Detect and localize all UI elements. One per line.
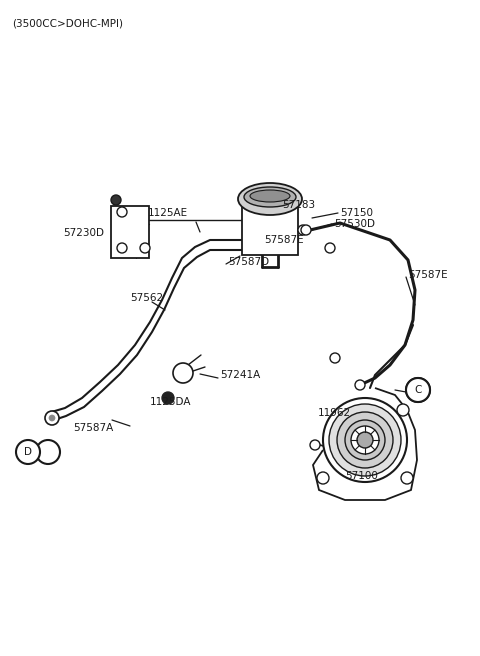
Circle shape [406, 378, 430, 402]
Circle shape [397, 404, 409, 416]
Circle shape [298, 225, 308, 235]
Circle shape [36, 440, 60, 464]
Text: 1125AE: 1125AE [148, 208, 188, 218]
Circle shape [117, 243, 127, 253]
Circle shape [330, 353, 340, 363]
Ellipse shape [238, 183, 302, 215]
Text: 57587D: 57587D [228, 257, 269, 267]
Text: 1125DA: 1125DA [150, 397, 192, 407]
Circle shape [117, 207, 127, 217]
Text: 57562: 57562 [130, 293, 163, 303]
FancyBboxPatch shape [242, 203, 298, 255]
Circle shape [317, 472, 329, 484]
Circle shape [140, 243, 150, 253]
Ellipse shape [244, 187, 296, 207]
Text: 57587E: 57587E [264, 235, 304, 245]
Text: 57587A: 57587A [73, 423, 113, 433]
Text: C: C [414, 385, 422, 395]
Circle shape [310, 440, 320, 450]
Circle shape [325, 243, 335, 253]
Circle shape [351, 426, 379, 454]
Circle shape [329, 404, 401, 476]
Circle shape [345, 420, 385, 460]
Circle shape [401, 472, 413, 484]
Text: 57183: 57183 [282, 200, 315, 210]
Text: 11962: 11962 [318, 408, 351, 418]
Ellipse shape [250, 190, 290, 202]
Text: 57587E: 57587E [408, 270, 448, 280]
Circle shape [49, 415, 55, 421]
Circle shape [323, 398, 407, 482]
Text: 57530D: 57530D [334, 219, 375, 229]
Circle shape [355, 380, 365, 390]
Circle shape [111, 195, 121, 205]
Text: 57230D: 57230D [63, 228, 104, 238]
Circle shape [337, 412, 393, 468]
FancyBboxPatch shape [111, 206, 149, 258]
Circle shape [173, 363, 193, 383]
Text: 57150: 57150 [340, 208, 373, 218]
Circle shape [45, 411, 59, 425]
Circle shape [16, 440, 40, 464]
Text: 57241A: 57241A [220, 370, 260, 380]
Text: 57100: 57100 [345, 471, 378, 481]
Circle shape [301, 225, 311, 235]
Circle shape [162, 392, 174, 404]
Circle shape [406, 378, 430, 402]
Circle shape [357, 432, 373, 448]
Text: D: D [24, 447, 32, 457]
Text: (3500CC>DOHC-MPI): (3500CC>DOHC-MPI) [12, 18, 123, 28]
